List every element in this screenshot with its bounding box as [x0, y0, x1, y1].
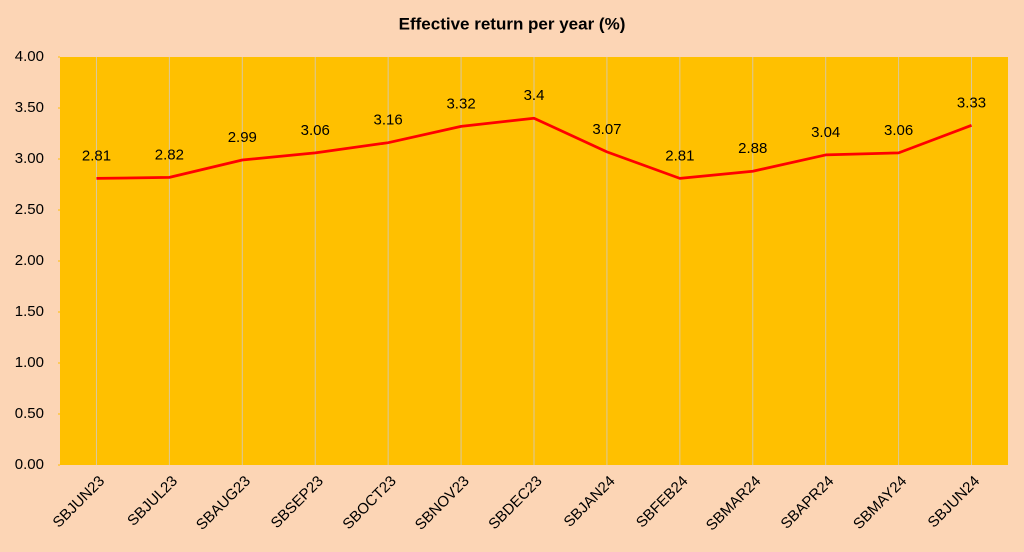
- data-label: 3.4: [524, 87, 545, 104]
- data-label: 2.81: [82, 147, 111, 164]
- data-label: 2.82: [155, 146, 184, 163]
- data-label: 2.81: [665, 147, 694, 164]
- y-tick-label: 2.00: [15, 252, 44, 269]
- line-series: [96, 116, 973, 180]
- y-tick-label: 1.00: [15, 354, 44, 371]
- data-label: 3.16: [374, 112, 403, 129]
- y-tick-label: 0.50: [15, 405, 44, 422]
- data-label: 2.88: [738, 140, 767, 157]
- y-tick-label: 1.50: [15, 303, 44, 320]
- data-label: 2.99: [228, 129, 257, 146]
- data-label: 3.32: [446, 95, 475, 112]
- data-label: 3.06: [884, 122, 913, 139]
- y-tick-label: 0.00: [15, 456, 44, 473]
- chart-title: Effective return per year (%): [399, 14, 626, 33]
- y-tick-label: 3.50: [15, 99, 44, 116]
- data-label: 3.04: [811, 124, 840, 141]
- y-tick-label: 2.50: [15, 201, 44, 218]
- data-label: 3.06: [301, 122, 330, 139]
- data-label: 3.07: [592, 121, 621, 138]
- data-label: 3.33: [957, 94, 986, 111]
- y-tick-label: 3.00: [15, 150, 44, 167]
- y-tick-label: 4.00: [15, 48, 44, 65]
